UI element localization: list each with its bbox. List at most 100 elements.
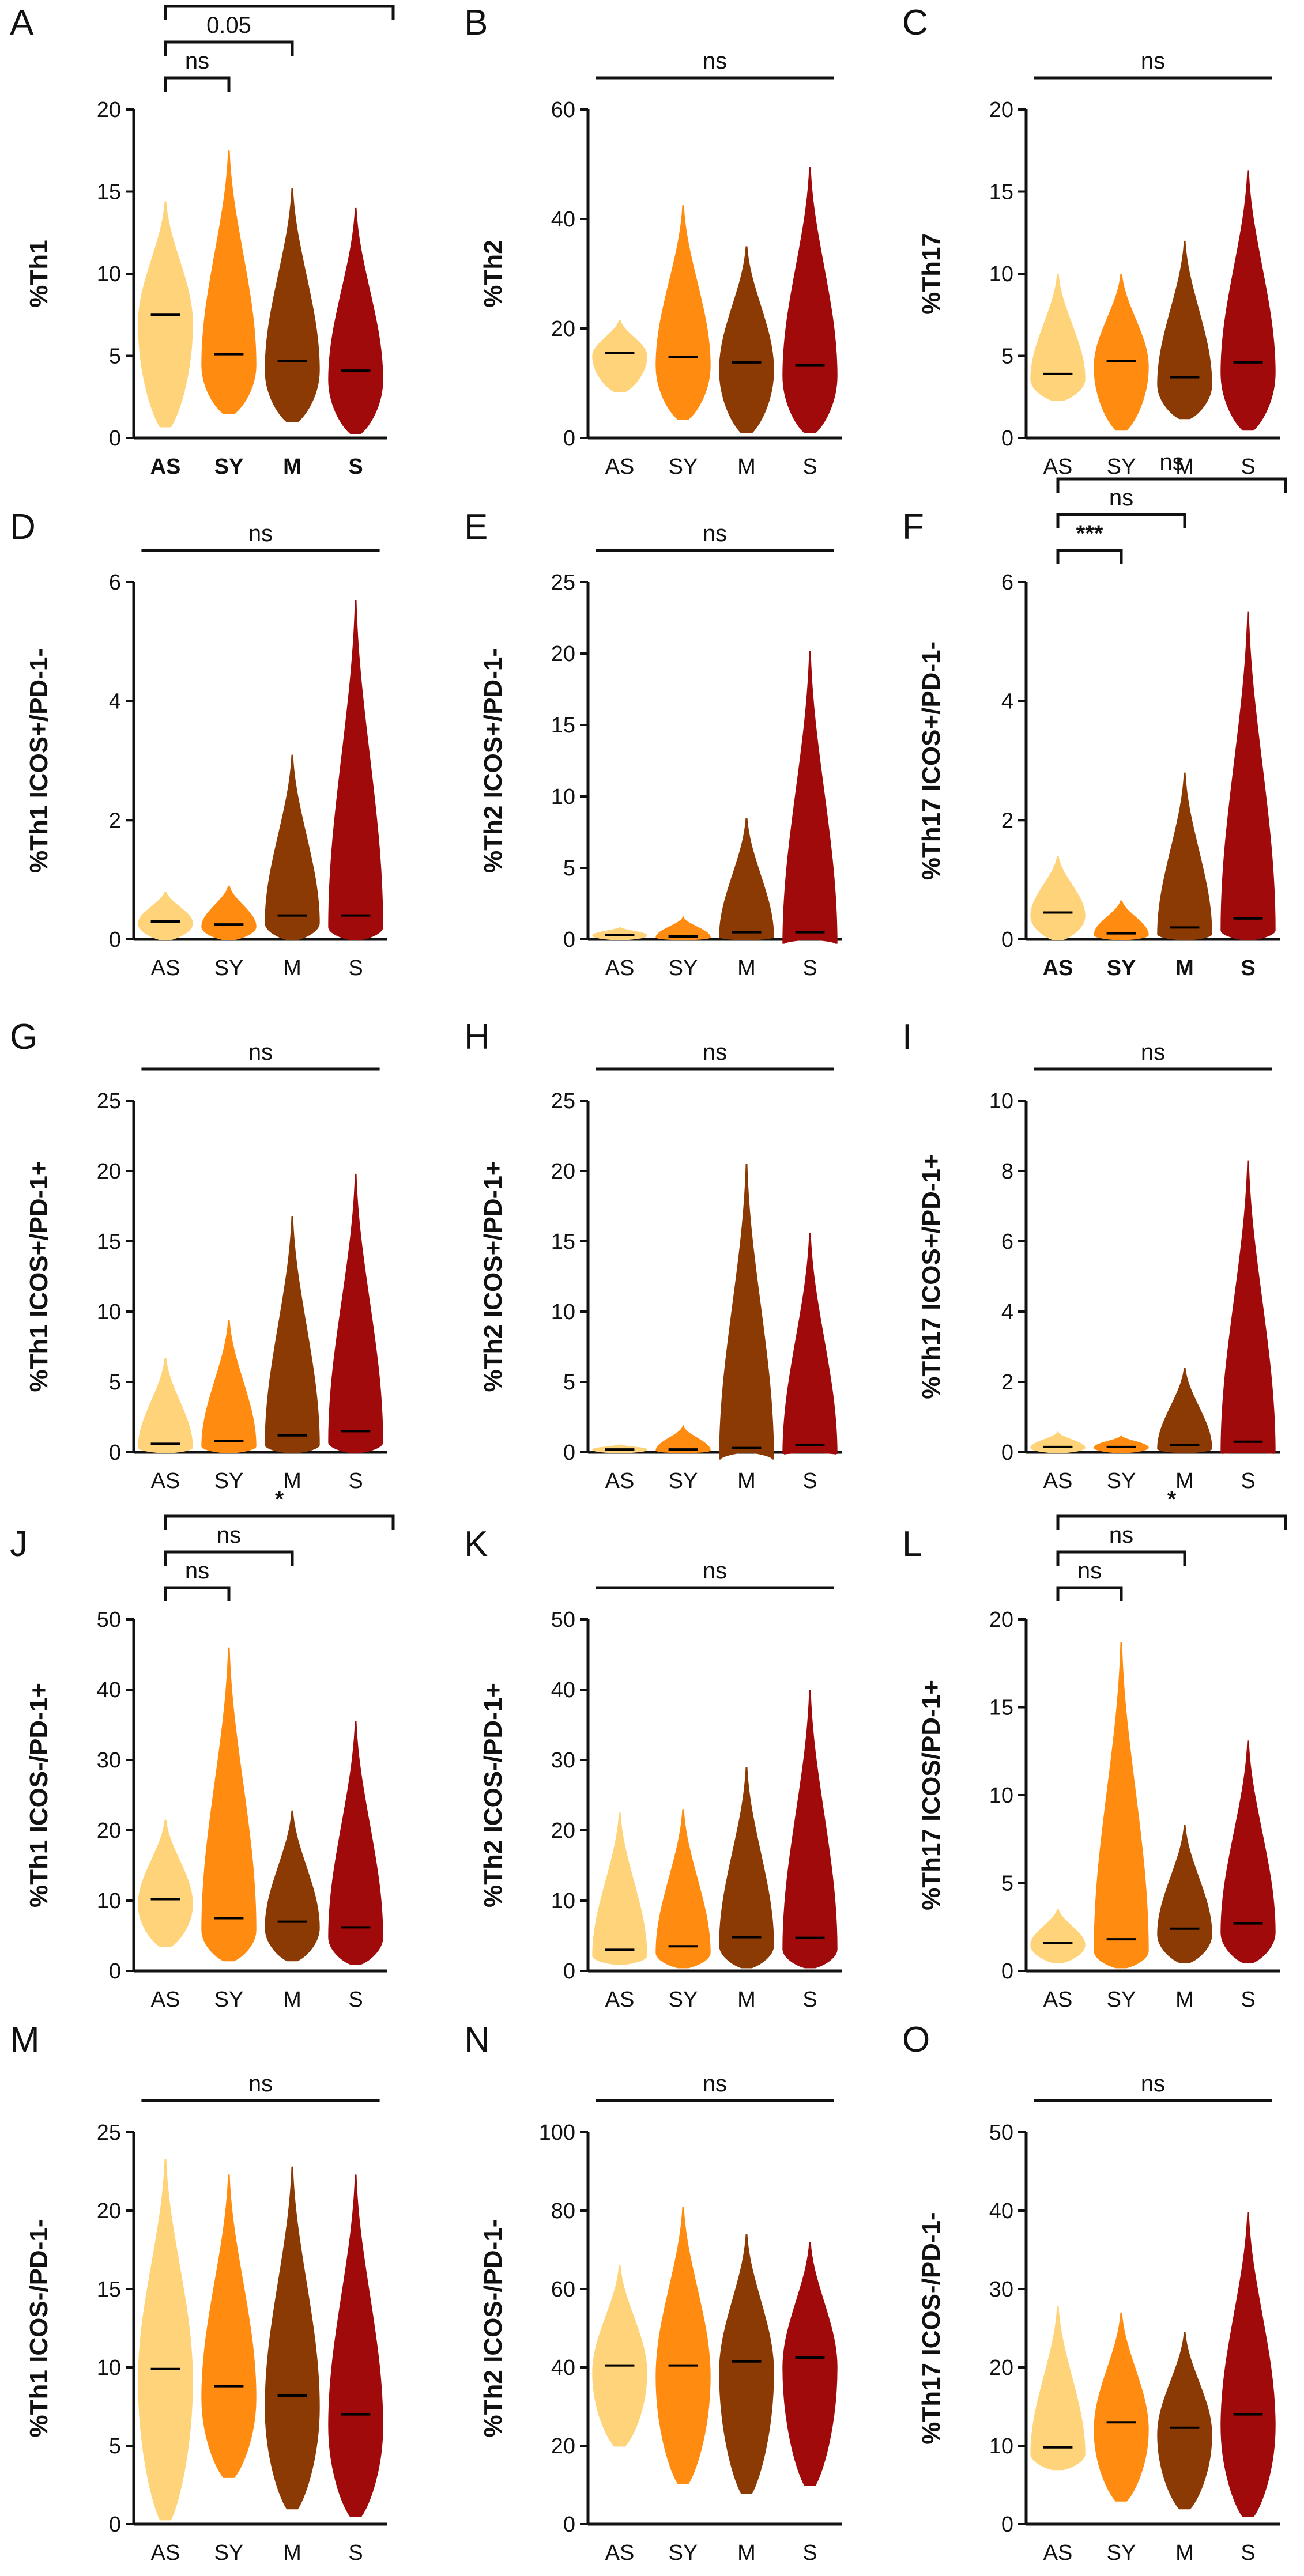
y-tick-label: 2: [109, 809, 121, 833]
x-tick-label: M: [737, 455, 756, 479]
y-tick-label: 15: [551, 1230, 575, 1254]
x-tick-label: M: [1175, 956, 1194, 980]
violin-sy: [655, 205, 711, 420]
significance-bracket: [164, 1586, 231, 1601]
y-tick-label: 5: [1001, 1872, 1013, 1896]
significance-label: ns: [1109, 1523, 1133, 1548]
panel-letter: J: [10, 1524, 28, 1564]
panel-letter: C: [902, 3, 928, 43]
x-tick-label: SY: [214, 1469, 244, 1493]
y-tick-label: 15: [97, 1230, 121, 1254]
y-tick-label: 20: [989, 98, 1013, 122]
significance-label: ns: [703, 1558, 727, 1584]
violin-sy: [1094, 900, 1149, 940]
violin-s: [328, 2174, 383, 2517]
x-tick-label: AS: [605, 2541, 635, 2565]
x-tick-label: AS: [1043, 956, 1073, 980]
y-tick-label: 30: [97, 1748, 121, 1773]
y-tick-label: 60: [551, 2277, 575, 2302]
y-tick-label: 40: [551, 207, 575, 232]
violin-m: [265, 2166, 320, 2510]
y-tick-label: 25: [97, 2121, 121, 2145]
panel-letter: A: [10, 3, 34, 43]
y-tick-label: 0: [1001, 1441, 1013, 1465]
x-tick-label: S: [348, 2541, 363, 2565]
y-axis-label: %Th1 ICOS+/PD-1-: [25, 648, 53, 873]
panel-h: H %Th2 ICOS+/PD-1+ 0 5 10 15 20 25 AS SY M Sns: [464, 1017, 842, 1493]
y-tick-label: 6: [109, 571, 121, 595]
significance-label: ns: [703, 1040, 727, 1065]
x-tick-label: M: [283, 1988, 301, 2012]
significance-bracket: [164, 40, 294, 56]
x-tick-label: AS: [151, 1988, 180, 2012]
y-tick-label: 20: [97, 2199, 121, 2223]
x-tick-label: M: [1175, 2541, 1194, 2565]
violin-s: [328, 599, 383, 940]
x-tick-label: S: [348, 1469, 363, 1493]
y-tick-label: 5: [109, 2434, 121, 2458]
x-tick-label: SY: [1107, 2541, 1136, 2565]
violin-as: [592, 1812, 647, 1965]
y-tick-label: 0: [109, 426, 121, 451]
significance-label: ns: [1077, 1558, 1102, 1584]
violin-as: [1030, 273, 1086, 401]
x-tick-label: AS: [151, 956, 180, 980]
violin-sy: [201, 150, 257, 414]
significance-label: ***: [1076, 521, 1103, 546]
significance-label: ns: [185, 48, 209, 74]
y-tick-label: 0: [1001, 426, 1013, 451]
violin-m: [1157, 1825, 1212, 1963]
x-tick-label: SY: [1107, 1988, 1136, 2012]
y-axis-label: %Th17 ICOS/PD-1+: [917, 1680, 945, 1910]
y-axis-label: %Th1 ICOS+/PD-1+: [25, 1161, 53, 1392]
y-tick-label: 40: [551, 2356, 575, 2380]
significance-bracket: [1056, 1550, 1186, 1566]
violin-as: [138, 1358, 193, 1453]
x-tick-label: M: [1175, 455, 1194, 479]
violin-m: [1157, 1368, 1212, 1453]
y-tick-label: 20: [551, 2434, 575, 2458]
violin-as: [138, 1819, 193, 1947]
violin-as: [138, 891, 193, 940]
x-tick-label: M: [283, 455, 301, 479]
y-tick-label: 15: [989, 1696, 1013, 1720]
y-tick-label: 20: [97, 1159, 121, 1184]
y-tick-label: 0: [1001, 1959, 1013, 1984]
y-tick-label: 2: [1001, 1370, 1013, 1395]
x-tick-label: AS: [1043, 455, 1073, 479]
significance-label: ns: [703, 521, 727, 546]
x-tick-label: SY: [669, 956, 698, 980]
x-tick-label: M: [737, 956, 756, 980]
y-tick-label: 10: [989, 262, 1013, 286]
violin-s: [328, 207, 383, 434]
panel-letter: D: [10, 507, 36, 547]
y-tick-label: 100: [539, 2121, 575, 2145]
y-tick-label: 6: [1001, 571, 1013, 595]
violin-sy: [201, 1647, 257, 1962]
violin-m: [719, 1164, 774, 1460]
panel-letter: I: [902, 1017, 912, 1057]
x-tick-label: M: [283, 956, 301, 980]
violin-sy: [655, 1424, 711, 1453]
significance-bracket: [1056, 1586, 1123, 1601]
significance-bracket: [164, 76, 231, 92]
y-tick-label: 0: [563, 1441, 575, 1465]
violin-s: [782, 1689, 838, 1969]
x-tick-label: SY: [214, 455, 244, 479]
y-axis-label: %Th1 ICOS-/PD-1+: [25, 1683, 53, 1908]
y-tick-label: 0: [109, 2513, 121, 2537]
x-tick-label: S: [802, 455, 817, 479]
violin-m: [1157, 2332, 1212, 2510]
x-tick-label: AS: [1043, 1988, 1073, 2012]
violin-as: [592, 320, 647, 392]
significance-label: ns: [1159, 450, 1184, 475]
y-tick-label: 20: [551, 1159, 575, 1184]
x-tick-label: AS: [151, 1469, 180, 1493]
y-tick-label: 5: [1001, 345, 1013, 369]
x-tick-label: S: [348, 455, 363, 479]
significance-label: *: [275, 0, 284, 2]
y-tick-label: 80: [551, 2199, 575, 2223]
